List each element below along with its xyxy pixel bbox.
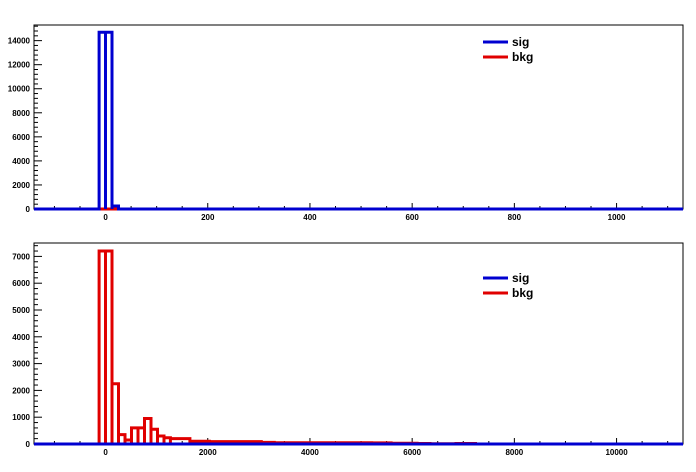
y-tick-label: 8000	[12, 109, 30, 118]
y-tick-label: 7000	[12, 252, 30, 261]
legend-label-bkg: bkg	[512, 50, 533, 64]
y-tick-label: 3000	[12, 360, 30, 369]
x-tick-label: 1000	[608, 213, 626, 222]
legend-item-bkg: bkg	[483, 286, 533, 300]
histogram-sig	[34, 30, 683, 211]
y-tick-label: 6000	[12, 133, 30, 142]
legend-label-sig: sig	[512, 35, 529, 49]
y-tick-label: 2000	[12, 181, 30, 190]
y-tick-label: 12000	[8, 61, 31, 70]
x-tick-label: 400	[303, 213, 317, 222]
plot-frame	[33, 24, 684, 210]
x-tick-label: 8000	[505, 448, 523, 457]
x-tick-label: 600	[405, 213, 419, 222]
y-tick-label: 1000	[12, 413, 30, 422]
y-tick-label: 0	[26, 205, 31, 214]
y-tick-label: 5000	[12, 306, 30, 315]
legend-label-sig: sig	[512, 271, 529, 285]
x-tick-label: 6000	[403, 448, 421, 457]
x-tick-label: 4000	[301, 448, 319, 457]
x-tick-label: 0	[103, 213, 108, 222]
legend-item-sig: sig	[483, 35, 529, 49]
histogram-bkg	[34, 249, 683, 446]
x-tick-label: 10000	[605, 448, 628, 457]
x-tick-label: 800	[508, 213, 522, 222]
y-tick-label: 6000	[12, 279, 30, 288]
legend-label-bkg: bkg	[512, 286, 533, 300]
legend-item-bkg: bkg	[483, 50, 533, 64]
x-tick-label: 0	[103, 448, 108, 457]
plot-panel-2: 0 2000 4000 6000 8000 10000 0 1000 2000 3000 4000 5…	[12, 242, 684, 457]
y-tick-label: 2000	[12, 386, 30, 395]
y-tick-label: 14000	[8, 37, 31, 46]
plot-panel-1: 0 200 400 600 800 100002000400060008000100001…	[8, 24, 684, 222]
y-tick-label: 10000	[8, 85, 31, 94]
y-tick-label: 4000	[12, 333, 30, 342]
x-tick-label: 200	[201, 213, 215, 222]
y-tick-label: 0	[26, 440, 31, 449]
plot-frame	[33, 242, 684, 445]
legend-item-sig: sig	[483, 271, 529, 285]
y-tick-label: 4000	[12, 157, 30, 166]
x-tick-label: 2000	[199, 448, 217, 457]
